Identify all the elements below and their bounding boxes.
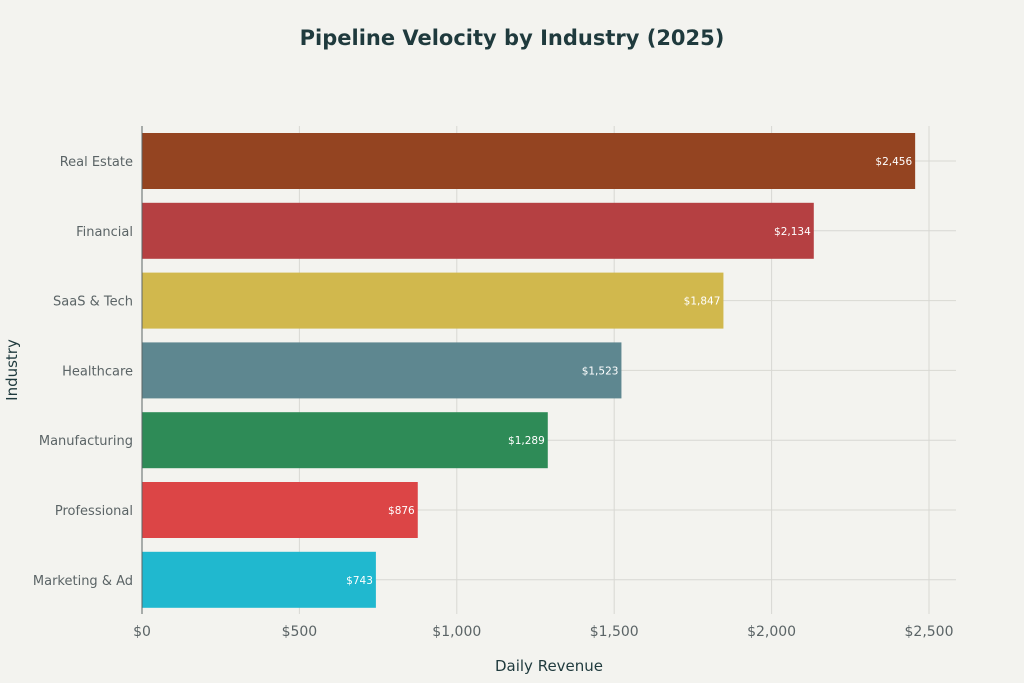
category-label: Marketing & Ad <box>33 574 133 589</box>
bar-value-label: $743 <box>346 575 373 587</box>
bar-value-label: $1,289 <box>508 435 545 447</box>
bar-value-label: $1,523 <box>582 365 619 377</box>
bar <box>142 202 814 259</box>
category-label: Financial <box>76 225 133 240</box>
bar-value-label: $2,456 <box>875 156 912 168</box>
category-label: SaaS & Tech <box>53 295 133 310</box>
bar <box>142 342 622 399</box>
category-label: Healthcare <box>62 364 133 379</box>
x-tick-label: $1,500 <box>590 624 639 640</box>
chart-title: Pipeline Velocity by Industry (2025) <box>299 26 725 50</box>
x-tick-label: $1,000 <box>432 624 481 640</box>
x-tick-label: $0 <box>133 624 151 640</box>
bar <box>142 133 916 189</box>
category-label: Professional <box>55 504 133 519</box>
bar <box>142 412 548 469</box>
bar <box>142 482 418 538</box>
category-label: Manufacturing <box>39 434 133 449</box>
bar <box>142 551 376 608</box>
x-axis-title: Daily Revenue <box>495 657 603 675</box>
y-axis-title: Industry <box>3 339 21 401</box>
x-tick-label: $2,500 <box>905 624 954 640</box>
category-label: Real Estate <box>60 155 133 170</box>
bar-value-label: $876 <box>388 505 415 517</box>
bar-value-label: $2,134 <box>774 226 811 238</box>
bar-value-label: $1,847 <box>684 296 721 308</box>
x-tick-label: $2,000 <box>747 624 796 640</box>
x-tick-label: $500 <box>282 624 318 640</box>
bar <box>142 272 724 329</box>
